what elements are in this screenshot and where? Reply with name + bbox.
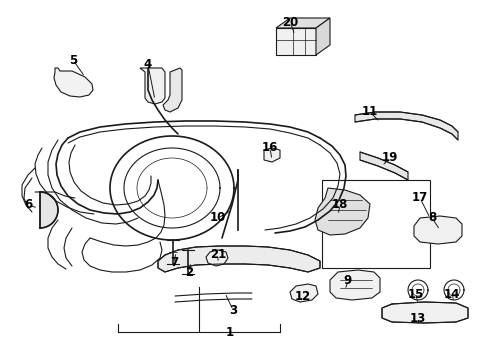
Text: 21: 21 — [209, 248, 225, 261]
Text: 19: 19 — [381, 152, 397, 165]
Text: 13: 13 — [409, 311, 425, 324]
Polygon shape — [205, 250, 227, 266]
Text: 15: 15 — [407, 288, 423, 301]
Text: 8: 8 — [427, 211, 435, 225]
Polygon shape — [264, 148, 280, 162]
Text: 10: 10 — [209, 211, 225, 225]
Polygon shape — [275, 28, 315, 55]
Text: 20: 20 — [281, 15, 298, 28]
Text: 1: 1 — [225, 325, 234, 338]
Polygon shape — [413, 216, 461, 244]
Polygon shape — [158, 246, 319, 272]
Text: 18: 18 — [331, 198, 347, 211]
Wedge shape — [40, 192, 58, 228]
Polygon shape — [275, 18, 329, 28]
Polygon shape — [163, 68, 182, 112]
Text: 16: 16 — [261, 141, 278, 154]
Bar — [321, 180, 429, 268]
Text: 3: 3 — [228, 303, 237, 316]
Text: 12: 12 — [294, 289, 310, 302]
Text: 4: 4 — [143, 58, 152, 72]
Polygon shape — [329, 270, 379, 300]
Text: 11: 11 — [361, 105, 377, 118]
Polygon shape — [359, 152, 407, 180]
Text: 17: 17 — [411, 192, 427, 204]
Text: 6: 6 — [24, 198, 32, 211]
Polygon shape — [315, 18, 329, 55]
Polygon shape — [314, 188, 369, 235]
Text: 9: 9 — [343, 274, 351, 288]
Polygon shape — [140, 68, 164, 104]
Text: 14: 14 — [443, 288, 459, 301]
Text: 7: 7 — [170, 256, 178, 270]
Polygon shape — [354, 112, 457, 140]
Polygon shape — [54, 68, 93, 97]
Polygon shape — [381, 302, 467, 323]
Text: 2: 2 — [184, 265, 193, 279]
Polygon shape — [289, 284, 317, 302]
Text: 5: 5 — [69, 54, 77, 67]
